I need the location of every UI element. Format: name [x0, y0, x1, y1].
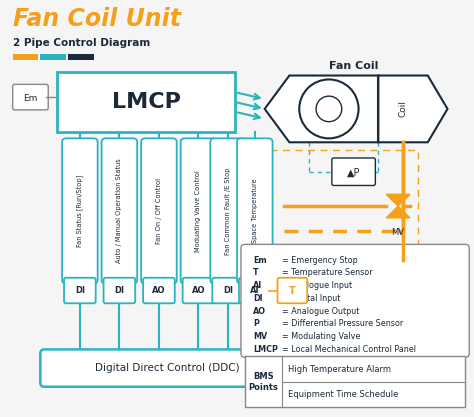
- Text: DI: DI: [253, 294, 263, 303]
- FancyBboxPatch shape: [104, 278, 135, 303]
- Text: Digital Direct Control (DDC): Digital Direct Control (DDC): [94, 363, 239, 373]
- Circle shape: [299, 80, 358, 138]
- Text: AO: AO: [253, 306, 266, 316]
- Text: = Modulating Valve: = Modulating Valve: [283, 332, 361, 341]
- Text: Fan On / Off Control: Fan On / Off Control: [156, 178, 162, 244]
- Text: = Local Mechanical Control Panel: = Local Mechanical Control Panel: [283, 345, 417, 354]
- FancyBboxPatch shape: [332, 158, 375, 186]
- FancyBboxPatch shape: [210, 138, 246, 284]
- Text: AO: AO: [191, 286, 205, 295]
- Text: BMS
Points: BMS Points: [249, 372, 279, 392]
- Text: = Temperature Sensor: = Temperature Sensor: [283, 269, 373, 277]
- FancyBboxPatch shape: [62, 138, 98, 284]
- Text: P: P: [253, 319, 259, 329]
- Text: = Digital Input: = Digital Input: [283, 294, 341, 303]
- Bar: [40, 54, 66, 60]
- FancyBboxPatch shape: [182, 278, 214, 303]
- Text: AI: AI: [250, 286, 260, 295]
- Polygon shape: [386, 206, 410, 218]
- Text: Fan Coil Unit: Fan Coil Unit: [13, 8, 181, 31]
- Text: Supply: Supply: [245, 229, 273, 238]
- Text: AO: AO: [152, 286, 166, 295]
- Text: T: T: [289, 286, 296, 296]
- Text: DI: DI: [114, 286, 124, 295]
- FancyBboxPatch shape: [237, 138, 273, 284]
- Text: Moduating Valve Control: Moduating Valve Control: [195, 170, 201, 252]
- Text: Em: Em: [253, 256, 266, 265]
- Text: LMCP: LMCP: [112, 92, 181, 112]
- Text: = Analogue Output: = Analogue Output: [283, 306, 360, 316]
- Text: Fan Common Fault /E Stop: Fan Common Fault /E Stop: [225, 167, 231, 255]
- FancyBboxPatch shape: [101, 138, 137, 284]
- Text: MV: MV: [253, 332, 267, 341]
- Text: ▲P: ▲P: [347, 168, 360, 178]
- FancyBboxPatch shape: [181, 138, 216, 284]
- Text: High Temperature Alarm: High Temperature Alarm: [288, 364, 392, 374]
- Text: = Analogue Input: = Analogue Input: [283, 281, 353, 290]
- Text: Coil: Coil: [399, 100, 408, 118]
- FancyBboxPatch shape: [277, 278, 307, 303]
- FancyBboxPatch shape: [239, 278, 271, 303]
- FancyBboxPatch shape: [245, 356, 465, 407]
- FancyBboxPatch shape: [57, 72, 235, 133]
- Circle shape: [316, 96, 342, 122]
- Polygon shape: [264, 75, 378, 142]
- FancyBboxPatch shape: [212, 278, 244, 303]
- Text: 2 Pipe Control Diagram: 2 Pipe Control Diagram: [13, 38, 150, 48]
- Text: Return: Return: [245, 205, 273, 214]
- Text: = Differential Pressure Sensor: = Differential Pressure Sensor: [283, 319, 404, 329]
- Text: Fan Status [Run/Stop]: Fan Status [Run/Stop]: [76, 175, 83, 247]
- Text: Em: Em: [23, 93, 37, 103]
- Bar: [68, 54, 94, 60]
- Text: Auto / Manual Operation Status: Auto / Manual Operation Status: [117, 158, 122, 264]
- FancyBboxPatch shape: [143, 278, 175, 303]
- Text: LMCP: LMCP: [253, 345, 278, 354]
- Polygon shape: [378, 75, 447, 142]
- FancyBboxPatch shape: [241, 244, 469, 357]
- Text: MV: MV: [392, 228, 405, 237]
- FancyBboxPatch shape: [40, 349, 293, 387]
- Text: Space Temperature: Space Temperature: [252, 178, 258, 244]
- Text: Equipment Time Schedule: Equipment Time Schedule: [288, 390, 399, 399]
- Text: DI: DI: [75, 286, 85, 295]
- Polygon shape: [386, 194, 410, 206]
- Text: DI: DI: [223, 286, 233, 295]
- Bar: [13, 54, 38, 60]
- FancyBboxPatch shape: [141, 138, 177, 284]
- Text: = Emergency Stop: = Emergency Stop: [283, 256, 358, 265]
- FancyBboxPatch shape: [64, 278, 96, 303]
- Text: AI: AI: [253, 281, 262, 290]
- Text: Fan Coil: Fan Coil: [329, 61, 378, 71]
- Text: T: T: [253, 269, 258, 277]
- FancyBboxPatch shape: [13, 84, 48, 110]
